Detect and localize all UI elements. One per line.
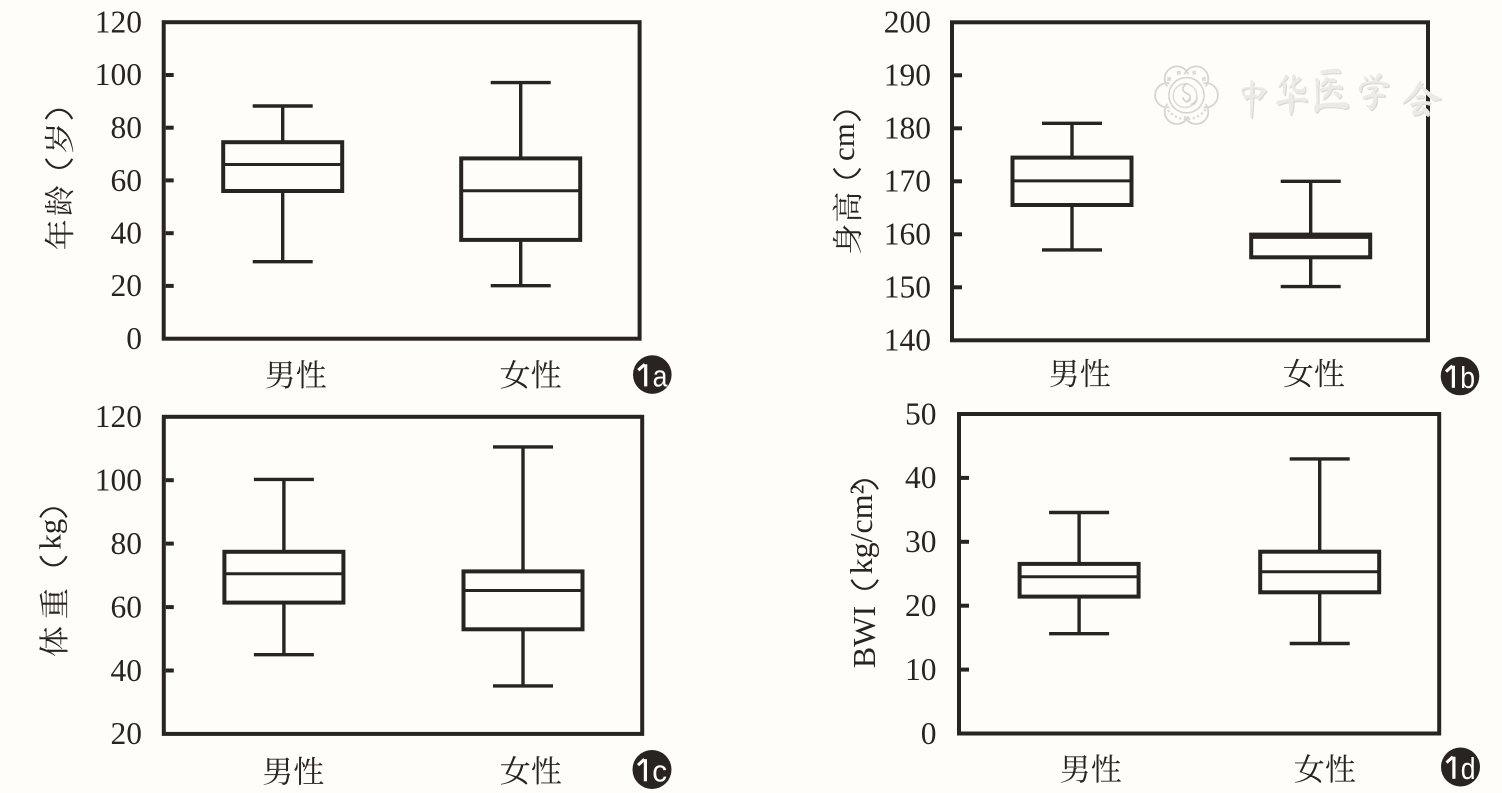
svg-text:100: 100 xyxy=(95,463,142,498)
svg-text:200: 200 xyxy=(884,5,931,40)
svg-text:60: 60 xyxy=(111,163,143,198)
svg-text:60: 60 xyxy=(111,589,143,624)
svg-text:20: 20 xyxy=(111,716,143,751)
svg-text:180: 180 xyxy=(884,111,931,146)
svg-text:kg: kg xyxy=(33,519,68,550)
svg-text:40: 40 xyxy=(111,216,143,251)
svg-text:10: 10 xyxy=(905,652,937,687)
svg-text:50: 50 xyxy=(905,396,937,431)
svg-text:100: 100 xyxy=(95,57,142,92)
svg-text:170: 170 xyxy=(884,164,931,199)
svg-text:40: 40 xyxy=(111,653,143,688)
svg-text:190: 190 xyxy=(884,58,931,93)
svg-text:kg/cm²: kg/cm² xyxy=(843,485,879,575)
svg-text:0: 0 xyxy=(921,716,937,751)
svg-text:140: 140 xyxy=(884,323,931,358)
svg-text:160: 160 xyxy=(884,217,931,252)
svg-text:a: a xyxy=(653,359,668,394)
svg-text:30: 30 xyxy=(905,524,937,559)
svg-text:b: b xyxy=(1460,360,1475,395)
svg-text:0: 0 xyxy=(126,321,142,356)
svg-text:20: 20 xyxy=(905,588,937,623)
svg-text:150: 150 xyxy=(884,270,931,305)
svg-text:40: 40 xyxy=(905,460,937,495)
svg-text:20: 20 xyxy=(111,268,143,303)
svg-text:120: 120 xyxy=(95,5,142,40)
svg-text:c: c xyxy=(652,753,667,788)
svg-text:d: d xyxy=(1461,751,1476,786)
svg-text:cm: cm xyxy=(826,123,861,161)
svg-text:120: 120 xyxy=(95,399,142,434)
svg-text:BWI: BWI xyxy=(846,606,882,668)
svg-text:80: 80 xyxy=(111,526,143,561)
svg-text:80: 80 xyxy=(111,110,143,145)
